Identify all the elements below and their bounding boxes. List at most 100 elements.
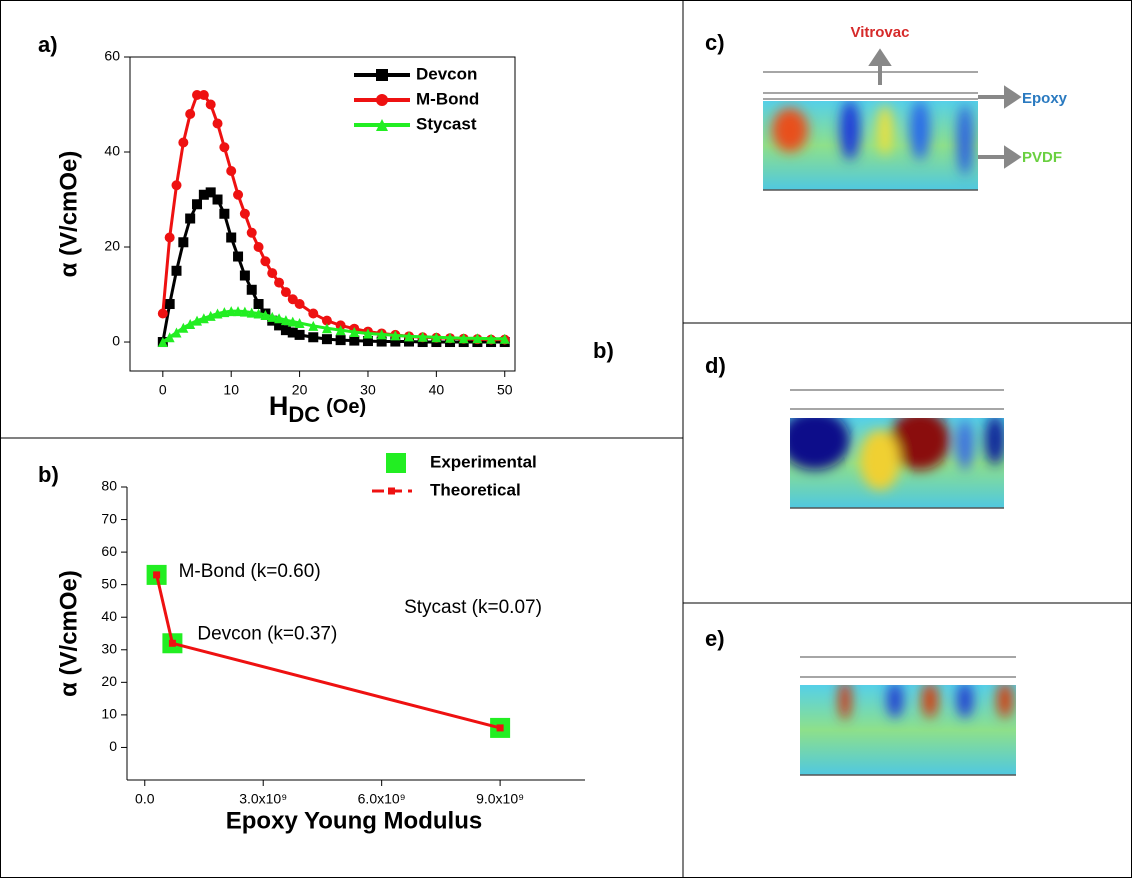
point bbox=[390, 330, 401, 341]
point bbox=[294, 318, 305, 329]
point bbox=[253, 242, 264, 253]
point bbox=[178, 137, 189, 148]
point bbox=[171, 327, 182, 338]
y-tick-label: 0 bbox=[109, 738, 117, 754]
point bbox=[294, 299, 305, 310]
point bbox=[404, 336, 415, 347]
point bbox=[157, 337, 168, 348]
y-tick-label: 20 bbox=[104, 238, 120, 254]
point bbox=[168, 639, 176, 647]
point bbox=[185, 318, 196, 329]
point bbox=[496, 724, 504, 732]
legend-marker bbox=[386, 453, 406, 473]
panel-label: b) bbox=[38, 462, 59, 487]
point bbox=[226, 306, 237, 317]
point bbox=[192, 90, 203, 101]
point bbox=[178, 237, 189, 248]
point bbox=[267, 311, 278, 322]
point bbox=[431, 332, 442, 343]
x-tick-label: 40 bbox=[429, 382, 445, 398]
point bbox=[376, 329, 387, 340]
x-tick-label: 50 bbox=[497, 382, 513, 398]
point bbox=[458, 333, 469, 344]
point bbox=[404, 331, 415, 342]
x-tick-label: 9.0x10⁹ bbox=[476, 791, 524, 807]
point bbox=[198, 189, 209, 200]
point bbox=[499, 333, 510, 344]
point bbox=[294, 329, 305, 340]
panel-label: c) bbox=[705, 30, 725, 55]
point bbox=[164, 232, 175, 243]
point bbox=[287, 316, 298, 327]
annotation: Devcon (k=0.37) bbox=[197, 623, 337, 644]
point bbox=[219, 208, 230, 219]
point bbox=[164, 299, 175, 310]
point bbox=[287, 327, 298, 338]
heatmap bbox=[800, 685, 1016, 775]
y-tick-label: 20 bbox=[101, 673, 117, 689]
point bbox=[185, 213, 196, 224]
x-tick-label: 6.0x10⁹ bbox=[358, 791, 406, 807]
plot-frame bbox=[127, 487, 585, 780]
point bbox=[239, 306, 250, 317]
legend-label: Stycast bbox=[416, 114, 477, 133]
x-axis-label-sub: DC bbox=[288, 402, 320, 427]
point bbox=[171, 180, 182, 191]
point bbox=[280, 315, 291, 326]
y-tick-label: 60 bbox=[101, 543, 117, 559]
y-tick-label: 30 bbox=[101, 640, 117, 656]
point bbox=[376, 336, 387, 347]
point bbox=[253, 308, 264, 319]
point bbox=[349, 327, 360, 338]
annotation: M-Bond (k=0.60) bbox=[179, 561, 321, 582]
x-tick-label: 30 bbox=[360, 382, 376, 398]
point bbox=[171, 265, 182, 276]
point bbox=[219, 307, 230, 318]
point bbox=[335, 335, 346, 346]
point bbox=[157, 308, 168, 319]
legend-marker bbox=[376, 69, 388, 81]
y-tick-label: 40 bbox=[101, 608, 117, 624]
point bbox=[226, 232, 237, 243]
layer-label: Vitrovac bbox=[851, 24, 910, 41]
point bbox=[212, 194, 223, 205]
point bbox=[486, 333, 497, 344]
point bbox=[246, 227, 257, 238]
point bbox=[246, 307, 257, 318]
point bbox=[274, 277, 285, 288]
point bbox=[233, 306, 244, 317]
panel-label: d) bbox=[705, 353, 726, 378]
legend-marker bbox=[376, 119, 388, 131]
point bbox=[153, 571, 161, 579]
point bbox=[205, 99, 216, 110]
panel-label: b) bbox=[593, 338, 614, 363]
point bbox=[308, 332, 319, 343]
panel-label: e) bbox=[705, 626, 725, 651]
y-tick-label: 40 bbox=[104, 143, 120, 159]
point bbox=[280, 325, 291, 336]
x-tick-label: 20 bbox=[292, 382, 308, 398]
point bbox=[417, 331, 428, 342]
y-axis-label: α (V/cmOe) bbox=[55, 570, 82, 697]
point bbox=[239, 270, 250, 281]
layer-label: Epoxy bbox=[1022, 90, 1068, 107]
x-axis-label-unit: (Oe) bbox=[326, 396, 366, 418]
point bbox=[362, 328, 373, 339]
y-tick-label: 50 bbox=[101, 575, 117, 591]
point bbox=[267, 268, 278, 279]
point bbox=[198, 90, 209, 101]
point bbox=[260, 256, 271, 267]
point bbox=[178, 322, 189, 333]
annotation: Stycast (k=0.07) bbox=[404, 597, 542, 618]
point bbox=[321, 334, 332, 345]
x-axis-label: HDC (Oe) bbox=[269, 391, 366, 427]
point bbox=[205, 187, 216, 198]
point bbox=[233, 189, 244, 200]
point bbox=[321, 315, 332, 326]
point bbox=[253, 299, 264, 310]
y-tick-label: 80 bbox=[101, 478, 117, 494]
legend-label: M-Bond bbox=[416, 89, 479, 108]
point bbox=[212, 118, 223, 129]
panel-c: c) Vitrovac Epoxy PVDF bbox=[705, 24, 1068, 191]
